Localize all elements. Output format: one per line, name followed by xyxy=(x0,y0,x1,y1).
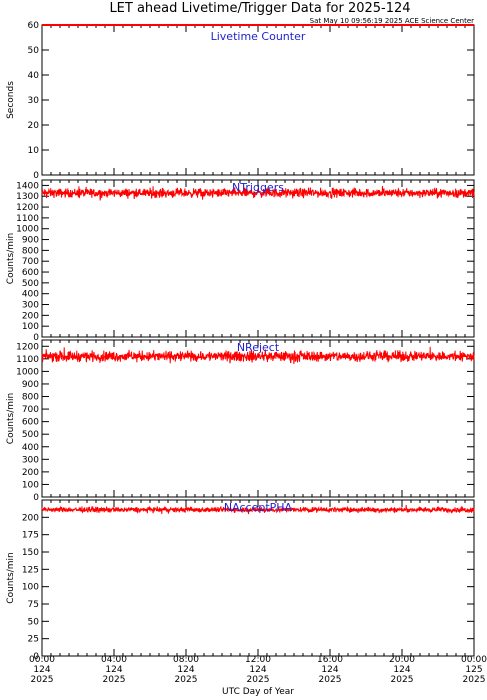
y-tick-label: 1000 xyxy=(16,367,39,377)
y-tick-label: 1200 xyxy=(16,203,39,213)
x-tick-label-time: 04:00 xyxy=(101,655,127,665)
x-tick-label-year: 2025 xyxy=(247,675,270,685)
y-tick-label: 1100 xyxy=(16,355,39,365)
y-tick-label: 1300 xyxy=(16,192,39,202)
y-tick-label: 800 xyxy=(22,393,39,403)
x-tick-label-day: 124 xyxy=(33,665,50,675)
y-axis-label: Counts/min xyxy=(6,552,16,603)
panel-label: NReject xyxy=(237,341,280,354)
y-tick-label: 400 xyxy=(22,290,39,300)
x-tick-label-time: 08:00 xyxy=(173,655,199,665)
y-tick-label: 1400 xyxy=(16,181,39,191)
y-tick-label: 60 xyxy=(28,21,40,31)
y-tick-label: 400 xyxy=(22,443,39,453)
x-tick-label-day: 124 xyxy=(249,665,266,675)
panel-label: NTriggers xyxy=(232,181,284,194)
y-tick-label: 40 xyxy=(28,71,40,81)
y-tick-label: 300 xyxy=(22,455,39,465)
y-tick-label: 100 xyxy=(22,480,39,490)
y-tick-label: 25 xyxy=(28,635,39,645)
y-tick-label: 1000 xyxy=(16,225,39,235)
panel-1: 0 10 20 30 40 50 60 Seconds Livetime Counter xyxy=(6,21,475,181)
panel-label: Livetime Counter xyxy=(211,30,306,43)
panel-frame xyxy=(41,499,475,657)
y-tick-label: 200 xyxy=(22,311,39,321)
y-tick-label: 0 xyxy=(33,652,39,662)
panel-3: 0 100 200 300 400 500 600 700 800 900 1000 1100 1200… xyxy=(6,339,475,503)
y-tick-label: 50 xyxy=(28,617,40,627)
y-tick-label: 1100 xyxy=(16,214,39,224)
y-tick-label: 600 xyxy=(22,268,39,278)
y-tick-label: 175 xyxy=(22,531,39,541)
y-tick-label: 300 xyxy=(22,301,39,311)
y-tick-label: 75 xyxy=(28,600,39,610)
y-axis-label: Counts/min xyxy=(6,393,16,444)
panel-label: NAcceptPHA xyxy=(224,501,293,514)
x-tick-label-year: 2025 xyxy=(103,675,126,685)
y-tick-label: 100 xyxy=(22,583,39,593)
x-tick-label-day: 124 xyxy=(321,665,338,675)
x-tick-label-year: 2025 xyxy=(319,675,342,685)
y-tick-label: 700 xyxy=(22,405,39,415)
series-line xyxy=(41,504,475,515)
series-line xyxy=(41,186,475,201)
chart-subtitle: Sat May 10 09:56:19 2025 ACE Science Cen… xyxy=(310,17,474,25)
panel-frame xyxy=(41,24,475,176)
x-tick-label-year: 2025 xyxy=(31,675,54,685)
panel-2: 0100200300400500600700800900100011001200… xyxy=(6,179,475,343)
y-tick-label: 800 xyxy=(22,246,39,256)
y-tick-label: 600 xyxy=(22,418,39,428)
y-axis-label: Counts/min xyxy=(6,233,16,284)
y-tick-label: 700 xyxy=(22,257,39,267)
y-tick-label: 50 xyxy=(28,46,40,56)
y-tick-label: 0 xyxy=(33,171,39,181)
x-axis: 00:00124202504:00124202508:00124202512:0… xyxy=(29,655,487,685)
x-tick-label-day: 124 xyxy=(105,665,122,675)
y-tick-label: 900 xyxy=(22,236,39,246)
x-tick-label-day: 124 xyxy=(393,665,410,675)
x-tick-label-time: 00:00 xyxy=(461,655,487,665)
y-tick-label: 0 xyxy=(33,333,39,343)
y-tick-label: 100 xyxy=(22,322,39,332)
y-tick-label: 30 xyxy=(28,96,40,106)
x-tick-label-day: 124 xyxy=(177,665,194,675)
panel-4: 0 25 50 75 100 125 150 175 200 Counts/min NAcceptP… xyxy=(6,499,475,662)
y-tick-label: 200 xyxy=(22,513,39,523)
x-tick-label-year: 2025 xyxy=(463,675,486,685)
x-axis-label: UTC Day of Year xyxy=(222,687,294,697)
y-tick-label: 10 xyxy=(28,146,40,156)
chart-title: LET ahead Livetime/Trigger Data for 2025… xyxy=(109,1,410,16)
y-tick-label: 200 xyxy=(22,468,39,478)
x-tick-label-time: 16:00 xyxy=(317,655,343,665)
y-axis-label: Seconds xyxy=(6,81,16,119)
x-tick-label-year: 2025 xyxy=(391,675,414,685)
series-line xyxy=(41,346,475,365)
x-tick-label-time: 12:00 xyxy=(245,655,271,665)
x-tick-label-time: 00:00 xyxy=(29,655,55,665)
panel-frame xyxy=(41,339,475,498)
panel-frame xyxy=(41,179,475,338)
y-tick-label: 900 xyxy=(22,380,39,390)
y-tick-label: 500 xyxy=(22,279,39,289)
x-tick-label-year: 2025 xyxy=(175,675,198,685)
y-tick-label: 0 xyxy=(33,493,39,503)
y-tick-label: 125 xyxy=(22,565,39,575)
y-tick-label: 500 xyxy=(22,430,39,440)
y-tick-label: 1200 xyxy=(16,342,39,352)
y-tick-label: 20 xyxy=(28,121,40,131)
y-tick-label: 150 xyxy=(22,548,39,558)
x-tick-label-day: 125 xyxy=(465,665,482,675)
x-tick-label-time: 20:00 xyxy=(389,655,415,665)
